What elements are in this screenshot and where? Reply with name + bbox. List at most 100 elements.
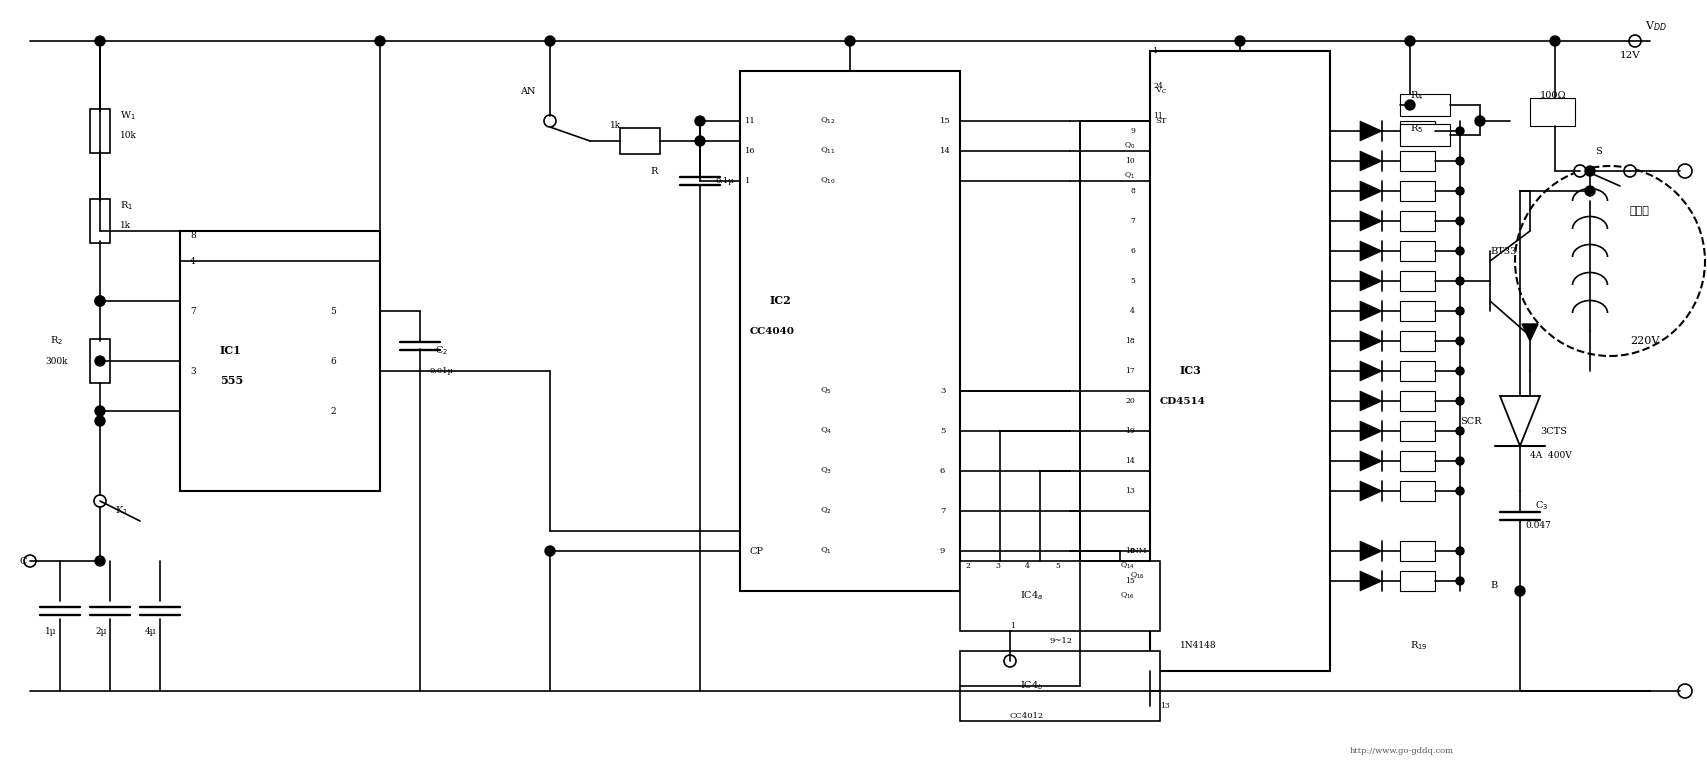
Text: IC4$_b$: IC4$_b$ <box>1021 679 1043 692</box>
Bar <box>1400 391 1436 411</box>
Circle shape <box>545 115 556 127</box>
Circle shape <box>1456 397 1465 405</box>
Text: 220V: 220V <box>1630 336 1659 346</box>
Bar <box>1400 211 1436 231</box>
Circle shape <box>695 136 705 146</box>
Text: 5: 5 <box>1055 562 1060 570</box>
Text: 3CTS: 3CTS <box>1540 426 1567 436</box>
Text: R: R <box>650 167 657 176</box>
Text: CP: CP <box>749 547 765 555</box>
Text: 1k: 1k <box>609 122 621 130</box>
Circle shape <box>1456 307 1465 315</box>
Text: Q$_5$: Q$_5$ <box>819 386 831 396</box>
Text: 10: 10 <box>1125 157 1135 165</box>
Circle shape <box>96 556 106 566</box>
Text: 9~12: 9~12 <box>1050 637 1074 645</box>
Text: 6: 6 <box>1130 247 1135 255</box>
Bar <box>1400 271 1436 291</box>
Text: 8: 8 <box>1130 187 1135 195</box>
Text: 14: 14 <box>1125 457 1135 465</box>
Circle shape <box>1623 165 1635 177</box>
Circle shape <box>96 296 106 306</box>
Text: 2µ: 2µ <box>96 627 106 635</box>
Text: V$_C$: V$_C$ <box>1156 86 1168 96</box>
Text: 8: 8 <box>189 231 196 241</box>
Text: 3: 3 <box>941 387 946 395</box>
Polygon shape <box>1360 391 1383 411</box>
Polygon shape <box>1360 481 1383 501</box>
Bar <box>741 71 959 591</box>
Text: 0.01µ: 0.01µ <box>430 367 454 375</box>
Text: Q$_{11}$: Q$_{11}$ <box>819 146 836 157</box>
Text: W$_1$: W$_1$ <box>119 109 137 123</box>
Text: R$_1$: R$_1$ <box>119 200 133 212</box>
Text: 9: 9 <box>1130 127 1135 135</box>
Bar <box>1400 421 1436 441</box>
Text: 100Ω: 100Ω <box>1540 92 1567 100</box>
Polygon shape <box>1360 121 1383 141</box>
Circle shape <box>545 36 555 46</box>
Text: IC1: IC1 <box>220 345 242 356</box>
Bar <box>1400 481 1436 501</box>
Polygon shape <box>1360 451 1383 471</box>
Text: 3: 3 <box>189 366 196 375</box>
Circle shape <box>1550 36 1560 46</box>
Text: 7: 7 <box>1130 217 1135 225</box>
Circle shape <box>1456 577 1465 585</box>
Text: Q$_0$: Q$_0$ <box>1123 141 1135 151</box>
Text: 555: 555 <box>220 375 244 386</box>
Circle shape <box>24 555 36 567</box>
Polygon shape <box>1360 241 1383 261</box>
Circle shape <box>1456 247 1465 255</box>
Polygon shape <box>1360 211 1383 231</box>
Text: 15: 15 <box>941 117 951 125</box>
Text: 11: 11 <box>744 117 756 125</box>
Text: 11: 11 <box>1152 112 1162 120</box>
Bar <box>1400 121 1436 141</box>
Text: S: S <box>1594 146 1601 156</box>
Text: K$_1$: K$_1$ <box>114 504 128 517</box>
Circle shape <box>96 416 106 426</box>
Text: SCR: SCR <box>1459 416 1482 426</box>
Circle shape <box>1456 217 1465 225</box>
Text: 4: 4 <box>189 257 196 265</box>
Circle shape <box>96 296 106 306</box>
Text: 20: 20 <box>1125 397 1135 405</box>
Circle shape <box>1234 36 1244 46</box>
Text: 16: 16 <box>1125 547 1135 555</box>
Text: 13: 13 <box>1161 702 1169 710</box>
Text: 3: 3 <box>995 562 1000 570</box>
Bar <box>1400 571 1436 591</box>
Circle shape <box>1456 157 1465 165</box>
Bar <box>90 339 109 383</box>
Text: Q$_{10}$: Q$_{10}$ <box>819 176 836 187</box>
Circle shape <box>695 116 705 126</box>
Text: 19: 19 <box>1125 427 1135 435</box>
Circle shape <box>1574 165 1586 177</box>
Text: 18: 18 <box>1125 337 1135 345</box>
Bar <box>1400 541 1436 561</box>
Circle shape <box>1456 127 1465 135</box>
Text: R$_2$: R$_2$ <box>50 335 63 348</box>
Text: 0.047: 0.047 <box>1524 521 1552 530</box>
Text: Q$_2$: Q$_2$ <box>819 506 831 517</box>
Bar <box>90 109 109 153</box>
Text: R$_5$: R$_5$ <box>1410 123 1424 136</box>
Bar <box>1400 301 1436 321</box>
Bar <box>620 128 661 154</box>
Text: IC2: IC2 <box>770 295 792 307</box>
Text: V$_{DD}$: V$_{DD}$ <box>1646 19 1666 33</box>
Circle shape <box>545 546 555 556</box>
Polygon shape <box>1360 151 1383 171</box>
Circle shape <box>1678 684 1692 698</box>
Circle shape <box>845 36 855 46</box>
Bar <box>959 651 1161 721</box>
Text: Q$_{14}$: Q$_{14}$ <box>1120 561 1135 571</box>
Bar <box>1400 361 1436 381</box>
Circle shape <box>96 36 106 46</box>
Circle shape <box>1516 586 1524 596</box>
Text: 1k: 1k <box>119 221 131 231</box>
Text: CC4012: CC4012 <box>1011 712 1045 720</box>
Circle shape <box>1678 164 1692 178</box>
Text: R$_{19}$: R$_{19}$ <box>1410 640 1427 652</box>
